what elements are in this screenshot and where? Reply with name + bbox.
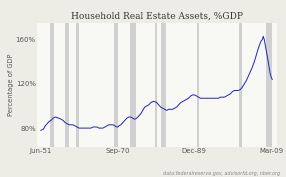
Bar: [161, 23, 166, 147]
Bar: [130, 23, 136, 147]
Y-axis label: Percentage of GDP: Percentage of GDP: [8, 54, 14, 116]
Bar: [65, 23, 69, 147]
Bar: [114, 23, 118, 147]
Title: Household Real Estate Assets, %GDP: Household Real Estate Assets, %GDP: [71, 12, 243, 21]
Bar: [196, 23, 199, 147]
Text: data:federalreserve.gov, advisorfd.org, nber.org: data:federalreserve.gov, advisorfd.org, …: [163, 171, 280, 176]
Bar: [76, 23, 79, 147]
Bar: [155, 23, 157, 147]
Bar: [49, 23, 53, 147]
Bar: [239, 23, 242, 147]
Bar: [266, 23, 272, 147]
